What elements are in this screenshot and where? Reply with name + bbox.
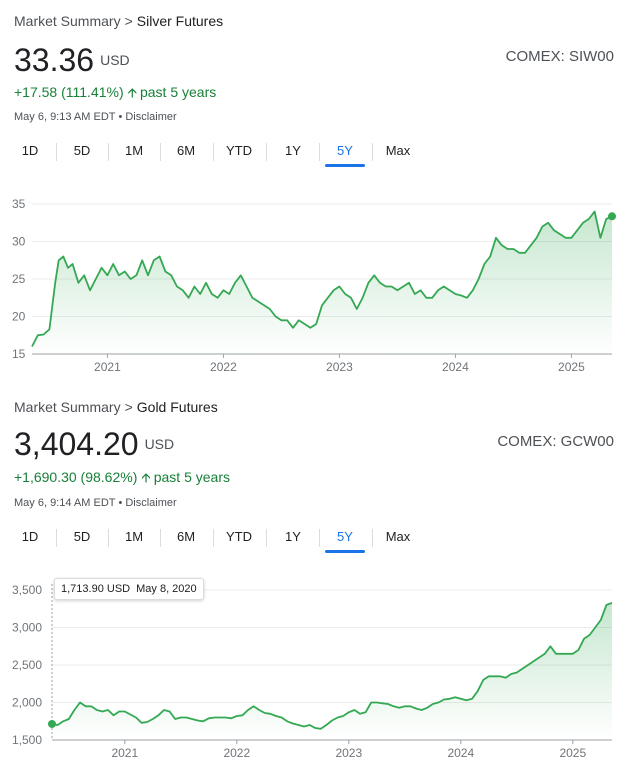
tab-divider bbox=[108, 529, 109, 547]
change-value: +1,690.30 (98.62%) bbox=[14, 469, 138, 485]
tab-1y[interactable]: 1Y bbox=[285, 529, 301, 544]
breadcrumb: Market Summary > Gold Futures bbox=[14, 399, 218, 415]
y-tick-label: 2,500 bbox=[12, 658, 42, 672]
tab-divider bbox=[319, 143, 320, 161]
tab-divider bbox=[56, 143, 57, 161]
tab-ytd[interactable]: YTD bbox=[226, 529, 252, 544]
x-tick-label: 2021 bbox=[94, 360, 121, 374]
tab-divider bbox=[319, 529, 320, 547]
price-value: 3,404.20 bbox=[14, 426, 139, 462]
breadcrumb-separator: > bbox=[124, 13, 133, 29]
tab-1d[interactable]: 1D bbox=[21, 143, 39, 158]
tab-divider bbox=[212, 143, 214, 161]
tab-divider bbox=[212, 529, 214, 547]
tab-1m[interactable]: 1M bbox=[124, 529, 144, 544]
area-fill bbox=[32, 211, 612, 354]
tab-divider bbox=[371, 143, 373, 161]
hover-dot bbox=[48, 719, 56, 728]
tab-1d[interactable]: 1D bbox=[21, 529, 39, 544]
change-period: past 5 years bbox=[153, 469, 230, 485]
x-tick-label: 2023 bbox=[326, 360, 353, 374]
tab-divider bbox=[266, 143, 267, 161]
disclaimer-link[interactable]: Disclaimer bbox=[125, 497, 177, 509]
tab-divider bbox=[56, 529, 57, 547]
y-tick-label: 1,500 bbox=[12, 733, 42, 747]
tab-6m[interactable]: 6M bbox=[176, 143, 196, 158]
price-change: +17.58 (111.41%) 🡩 past 5 years bbox=[14, 84, 216, 106]
breadcrumb-link[interactable]: Market Summary bbox=[14, 13, 121, 29]
tab-6m[interactable]: 6M bbox=[176, 529, 196, 544]
x-tick-label: 2023 bbox=[335, 746, 362, 760]
tab-5d[interactable]: 5D bbox=[73, 529, 91, 544]
y-tick-label: 35 bbox=[12, 197, 26, 211]
price-display: 33.36 USD bbox=[14, 42, 130, 79]
change-value: +17.58 (111.41%) bbox=[14, 84, 124, 100]
tab-5y[interactable]: 5Y bbox=[323, 525, 367, 553]
breadcrumb: Market Summary > Silver Futures bbox=[14, 13, 223, 29]
tab-ytd[interactable]: YTD bbox=[226, 143, 252, 158]
price-display: 3,404.20 USD bbox=[14, 426, 174, 463]
price-value: 33.36 bbox=[14, 42, 95, 78]
y-tick-label: 3,000 bbox=[12, 621, 42, 635]
chart-tooltip: 1,713.90 USD May 8, 2020 bbox=[54, 578, 204, 600]
tooltip-date: May 8, 2020 bbox=[136, 583, 197, 595]
tab-divider bbox=[371, 529, 373, 547]
tab-5d[interactable]: 5D bbox=[73, 143, 91, 158]
timestamp-line: May 6, 9:13 AM EDT • Disclaimer bbox=[14, 111, 177, 123]
currency-label: USD bbox=[100, 52, 130, 68]
y-tick-label: 20 bbox=[12, 310, 26, 324]
tab-1m[interactable]: 1M bbox=[124, 143, 144, 158]
ticker-symbol: COMEX: GCW00 bbox=[497, 433, 614, 450]
timestamp: May 6, 9:14 AM EDT bbox=[14, 497, 116, 509]
x-tick-label: 2021 bbox=[111, 746, 138, 760]
x-tick-label: 2025 bbox=[559, 746, 586, 760]
tab-5y[interactable]: 5Y bbox=[323, 139, 367, 167]
arrow-up-icon: 🡩 bbox=[127, 85, 137, 100]
timestamp-line: May 6, 9:14 AM EDT • Disclaimer bbox=[14, 497, 177, 509]
change-period: past 5 years bbox=[139, 84, 217, 100]
tab-max[interactable]: Max bbox=[385, 143, 411, 158]
y-tick-label: 3,500 bbox=[12, 583, 42, 597]
price-line bbox=[31, 210, 613, 347]
currency-label: USD bbox=[144, 436, 175, 452]
range-tabs: 1D 5D 1M 6M YTD 1Y 5Y Max bbox=[0, 139, 636, 167]
breadcrumb-link[interactable]: Market Summary bbox=[14, 399, 121, 415]
silver-panel: Market Summary > Silver Futures 33.36 USD C… bbox=[0, 13, 636, 386]
range-tabs: 1D 5D 1M 6M YTD 1Y 5Y Max bbox=[0, 525, 636, 553]
breadcrumb-current: Silver Futures bbox=[136, 13, 224, 29]
x-tick-label: 2025 bbox=[558, 360, 585, 374]
breadcrumb-separator: > bbox=[124, 399, 133, 415]
x-tick-label: 2022 bbox=[223, 746, 250, 760]
x-tick-label: 2022 bbox=[210, 360, 237, 374]
tooltip-value: 1,713.90 USD bbox=[61, 583, 131, 595]
gold-price-chart[interactable]: 1,500 2,000 2,500 3,000 3,500 2021 2022 2023 202… bbox=[0, 572, 636, 768]
tab-divider bbox=[160, 529, 161, 547]
tab-divider bbox=[266, 529, 267, 547]
arrow-up-icon: 🡩 bbox=[141, 470, 151, 485]
meta-separator: • bbox=[118, 497, 123, 509]
price-line bbox=[51, 601, 613, 730]
current-price-dot bbox=[608, 212, 616, 221]
area-fill bbox=[52, 602, 612, 740]
y-tick-label: 15 bbox=[12, 347, 26, 361]
price-change: +1,690.30 (98.62%) 🡩 past 5 years bbox=[14, 469, 230, 491]
x-tick-label: 2024 bbox=[442, 360, 469, 374]
tab-max[interactable]: Max bbox=[385, 529, 411, 544]
y-tick-label: 25 bbox=[12, 272, 26, 286]
y-tick-label: 30 bbox=[12, 235, 26, 249]
meta-separator: • bbox=[118, 111, 123, 123]
tab-divider bbox=[160, 143, 161, 161]
y-tick-label: 2,000 bbox=[12, 696, 42, 710]
breadcrumb-current: Gold Futures bbox=[136, 399, 218, 415]
tab-1y[interactable]: 1Y bbox=[285, 143, 301, 158]
timestamp: May 6, 9:13 AM EDT bbox=[14, 111, 116, 123]
disclaimer-link[interactable]: Disclaimer bbox=[125, 111, 177, 123]
gold-panel: Market Summary > Gold Futures 3,404.20 USD … bbox=[0, 386, 636, 772]
x-tick-label: 2024 bbox=[447, 746, 474, 760]
ticker-symbol: COMEX: SIW00 bbox=[505, 48, 614, 65]
tab-divider bbox=[108, 143, 109, 161]
